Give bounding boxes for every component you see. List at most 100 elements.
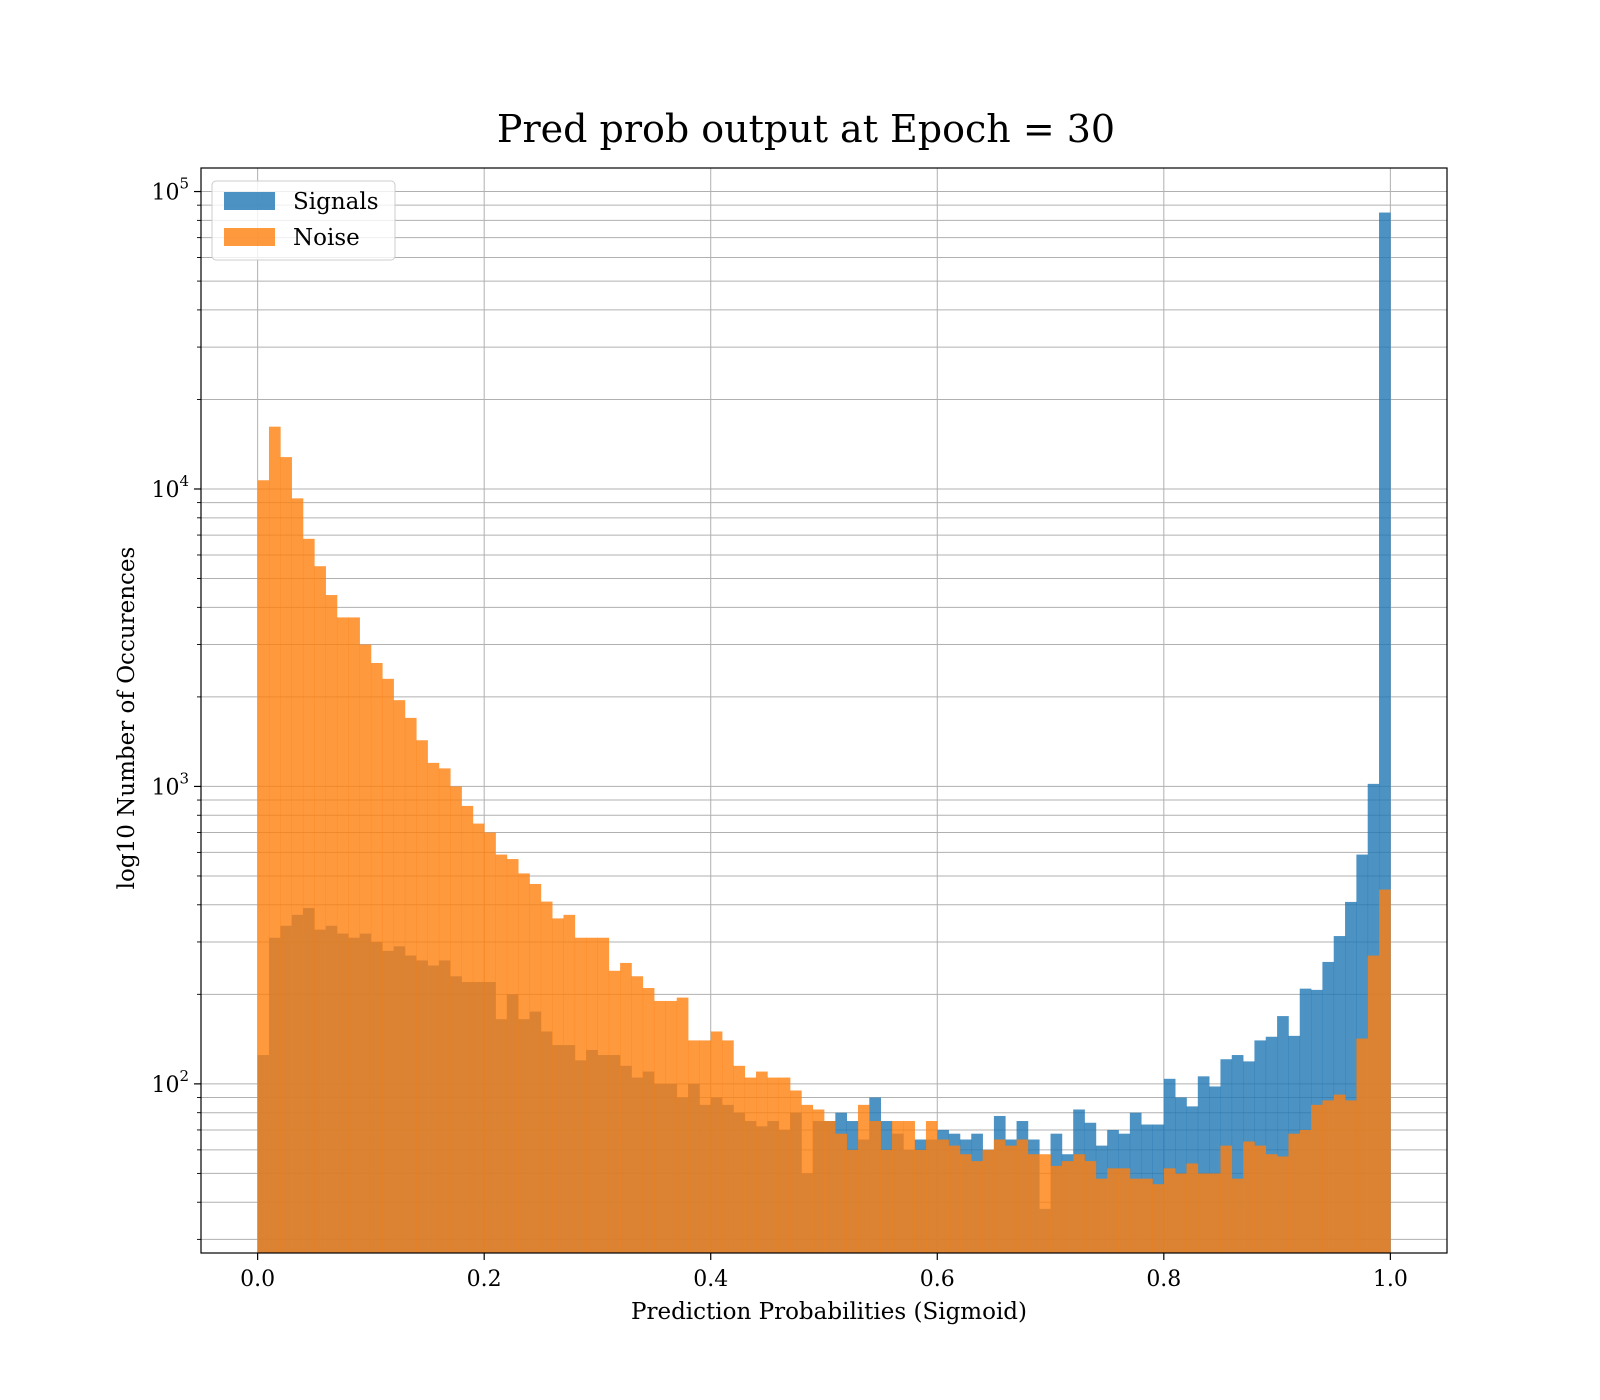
noise-bar xyxy=(722,1040,734,1253)
noise-bar xyxy=(1243,1141,1255,1253)
noise-bar xyxy=(314,566,326,1253)
x-axis-label: Prediction Probabilities (Sigmoid) xyxy=(631,1299,1027,1325)
noise-bar xyxy=(1175,1173,1187,1253)
noise-bar xyxy=(506,859,519,1253)
noise-bar xyxy=(280,457,292,1253)
noise-bar xyxy=(608,970,621,1253)
signals-bar xyxy=(1333,936,1346,1253)
x-tick-label: 1.0 xyxy=(1373,1267,1408,1292)
noise-bar xyxy=(620,962,632,1253)
noise-bar xyxy=(1095,1178,1108,1253)
noise-bar xyxy=(1345,1100,1357,1253)
noise-bar xyxy=(1141,1178,1153,1253)
noise-bar xyxy=(1356,1038,1369,1253)
noise-bar xyxy=(1027,1154,1040,1253)
legend-noise-label: Noise xyxy=(293,225,360,251)
noise-bar xyxy=(1322,1100,1335,1253)
noise-bar xyxy=(393,700,406,1253)
noise-bar xyxy=(382,678,394,1253)
noise-bar xyxy=(370,662,383,1253)
noise-bar xyxy=(642,988,655,1253)
signals-bar xyxy=(1197,1076,1210,1253)
noise-bar xyxy=(472,823,485,1253)
noise-bar xyxy=(824,1121,836,1253)
noise-bar xyxy=(891,1121,904,1253)
noise-bar xyxy=(1254,1145,1267,1253)
noise-bar xyxy=(688,1040,700,1253)
noise-bar xyxy=(903,1121,915,1253)
noise-bar xyxy=(1186,1163,1199,1253)
y-tick-label: 104 xyxy=(151,472,189,503)
noise-bar xyxy=(631,976,644,1253)
x-tick-label: 0.8 xyxy=(1146,1267,1181,1292)
chart-title: Pred prob output at Epoch = 30 xyxy=(497,107,1115,151)
noise-bar xyxy=(336,617,349,1253)
y-axis-ticks: 102 103 104 105 xyxy=(151,175,201,1240)
signals-bar xyxy=(1163,1078,1176,1253)
y-tick-label: 103 xyxy=(151,769,189,800)
noise-bar xyxy=(1050,1165,1063,1253)
noise-bar xyxy=(1379,889,1391,1253)
noise-bars xyxy=(257,426,1391,1254)
y-tick-label: 102 xyxy=(151,1067,189,1098)
noise-bar xyxy=(676,997,689,1253)
noise-bar xyxy=(699,1040,712,1253)
noise-bar xyxy=(416,740,428,1253)
noise-bar xyxy=(1016,1139,1029,1253)
noise-bar xyxy=(948,1145,961,1253)
noise-bar xyxy=(654,1000,666,1253)
noise-bar xyxy=(450,786,462,1253)
signals-bar xyxy=(1209,1086,1221,1253)
x-tick-label: 0.0 xyxy=(240,1267,275,1292)
noise-bar xyxy=(846,1149,859,1253)
noise-bar xyxy=(801,1104,814,1253)
noise-bar xyxy=(665,1000,678,1253)
noise-bar xyxy=(404,717,417,1253)
signals-bar xyxy=(1265,1036,1278,1253)
noise-bar xyxy=(1220,1145,1233,1253)
signals-bar xyxy=(1345,901,1357,1253)
x-tick-label: 0.6 xyxy=(920,1267,955,1292)
noise-bar xyxy=(540,901,553,1253)
legend: Signals Noise xyxy=(211,180,396,261)
x-tick-label: 0.2 xyxy=(467,1267,502,1292)
noise-bar xyxy=(1152,1184,1165,1253)
noise-bar xyxy=(710,1031,723,1253)
y-axis-label: log10 Number of Occurences xyxy=(114,547,140,890)
signals-bar xyxy=(1379,212,1391,1253)
noise-bar xyxy=(438,768,451,1253)
legend-signals-swatch xyxy=(224,192,275,210)
noise-bar xyxy=(914,1149,927,1253)
noise-bar xyxy=(1084,1161,1097,1253)
noise-bar xyxy=(291,498,304,1253)
plot-area xyxy=(200,167,1448,1254)
noise-bar xyxy=(302,538,315,1253)
noise-bar xyxy=(1277,1156,1289,1253)
noise-bar xyxy=(869,1121,881,1253)
noise-bar xyxy=(563,914,576,1253)
noise-bar xyxy=(529,883,542,1253)
noise-bar xyxy=(1073,1154,1085,1253)
noise-bar xyxy=(767,1077,780,1253)
axes-frame xyxy=(200,167,1448,1254)
noise-bar xyxy=(1163,1168,1176,1253)
noise-bar xyxy=(756,1071,768,1253)
legend-signals-label: Signals xyxy=(293,189,379,215)
noise-bar xyxy=(1231,1178,1244,1253)
noise-bar xyxy=(1118,1168,1131,1253)
noise-bar xyxy=(1005,1145,1017,1253)
noise-bar xyxy=(461,805,474,1253)
noise-bar xyxy=(812,1109,825,1253)
noise-bar xyxy=(744,1077,757,1253)
noise-bar xyxy=(835,1133,848,1253)
noise-bar xyxy=(1311,1104,1323,1253)
noise-bar xyxy=(857,1104,870,1253)
noise-bar xyxy=(495,854,508,1253)
signals-bar xyxy=(1231,1055,1244,1253)
noise-bar xyxy=(1265,1154,1278,1253)
noise-bar xyxy=(778,1077,791,1253)
x-tick-label: 0.4 xyxy=(693,1267,728,1292)
noise-bar xyxy=(1288,1133,1301,1253)
noise-bar xyxy=(1209,1173,1221,1253)
